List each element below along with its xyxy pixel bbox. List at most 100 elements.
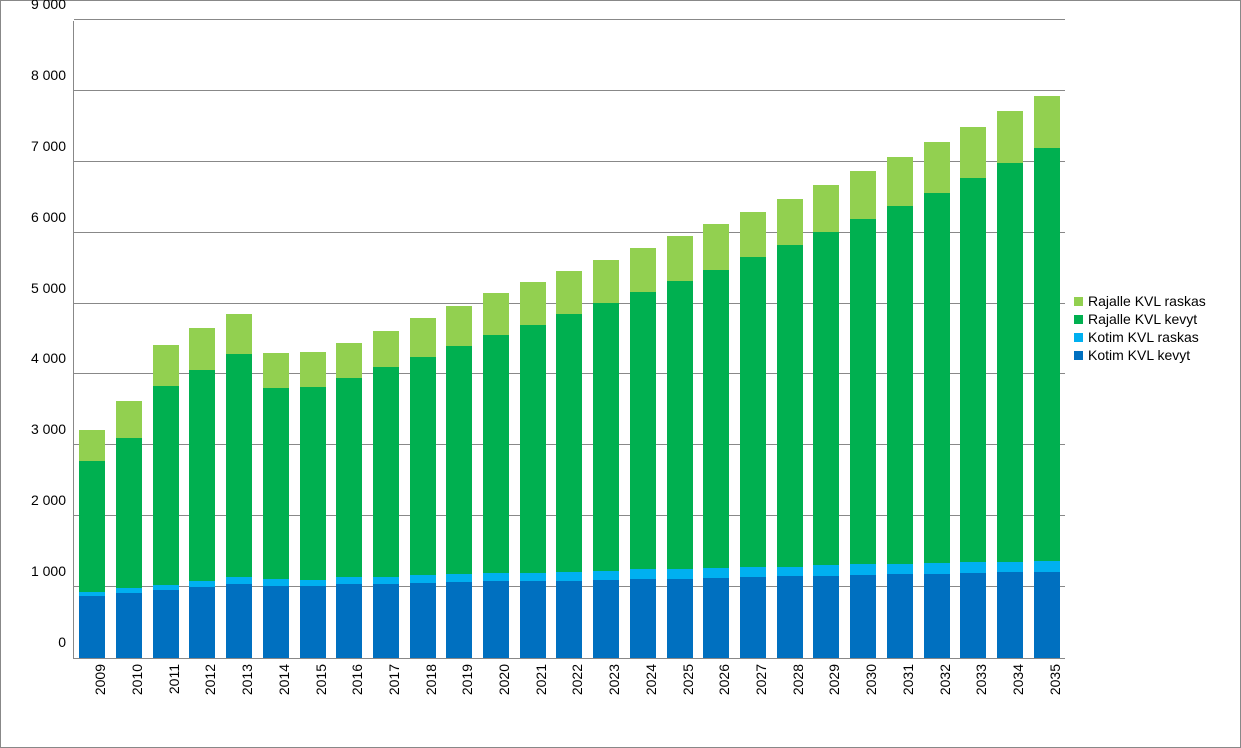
segment-rajalle_raskas <box>226 314 252 354</box>
segment-kotim_kevyt <box>153 590 179 658</box>
bar-2022: 2022 <box>556 271 582 658</box>
x-tick-label: 2031 <box>900 658 916 695</box>
segment-rajalle_raskas <box>336 343 362 378</box>
bar-2023: 2023 <box>593 260 619 658</box>
segment-rajalle_kevyt <box>336 378 362 576</box>
segment-kotim_raskas <box>226 577 252 584</box>
segment-rajalle_kevyt <box>189 370 215 581</box>
bar-2012: 2012 <box>189 328 215 658</box>
legend-swatch <box>1074 315 1083 324</box>
segment-rajalle_kevyt <box>373 367 399 576</box>
segment-kotim_kevyt <box>520 581 546 658</box>
segment-rajalle_kevyt <box>997 163 1023 562</box>
segment-kotim_raskas <box>813 565 839 576</box>
x-tick-label: 2011 <box>166 658 182 694</box>
bar-2032: 2032 <box>924 142 950 658</box>
y-tick-label: 3 000 <box>31 421 66 437</box>
segment-rajalle_kevyt <box>960 178 986 562</box>
x-tick-label: 2024 <box>643 658 659 695</box>
segment-kotim_raskas <box>703 568 729 578</box>
x-tick-label: 2030 <box>863 658 879 695</box>
segment-kotim_raskas <box>483 573 509 582</box>
y-tick-label: 2 000 <box>31 492 66 508</box>
y-tick-label: 9 000 <box>31 0 66 12</box>
segment-kotim_kevyt <box>924 574 950 658</box>
segment-rajalle_kevyt <box>79 461 105 592</box>
bar-2034: 2034 <box>997 111 1023 658</box>
segment-rajalle_raskas <box>630 248 656 292</box>
segment-kotim_kevyt <box>887 574 913 658</box>
gridline <box>74 19 1065 20</box>
x-tick-label: 2022 <box>569 658 585 695</box>
bar-2025: 2025 <box>667 236 693 658</box>
segment-rajalle_kevyt <box>813 232 839 565</box>
y-tick-label: 5 000 <box>31 280 66 296</box>
segment-kotim_raskas <box>887 564 913 575</box>
segment-rajalle_kevyt <box>777 245 803 566</box>
segment-rajalle_kevyt <box>556 314 582 572</box>
x-tick-label: 2033 <box>973 658 989 695</box>
x-tick-label: 2017 <box>386 658 402 695</box>
bar-2030: 2030 <box>850 171 876 658</box>
segment-rajalle_kevyt <box>887 206 913 563</box>
segment-rajalle_raskas <box>556 271 582 314</box>
x-tick-label: 2018 <box>423 658 439 695</box>
segment-kotim_kevyt <box>483 581 509 658</box>
legend-label: Kotim KVL kevyt <box>1088 347 1190 363</box>
x-tick-label: 2035 <box>1047 658 1063 695</box>
segment-rajalle_raskas <box>189 328 215 369</box>
x-tick-label: 2025 <box>680 658 696 695</box>
bar-2033: 2033 <box>960 127 986 658</box>
segment-rajalle_kevyt <box>667 281 693 569</box>
segment-kotim_raskas <box>373 577 399 584</box>
bars-container: 2009201020112012201320142015201620172018… <box>74 21 1065 658</box>
segment-kotim_raskas <box>924 563 950 574</box>
segment-kotim_raskas <box>667 569 693 579</box>
segment-rajalle_raskas <box>850 171 876 219</box>
segment-rajalle_kevyt <box>850 219 876 564</box>
segment-rajalle_kevyt <box>593 303 619 571</box>
segment-kotim_kevyt <box>813 576 839 658</box>
segment-rajalle_raskas <box>153 345 179 386</box>
bar-2015: 2015 <box>300 352 326 658</box>
segment-rajalle_raskas <box>300 352 326 387</box>
bar-2019: 2019 <box>446 306 472 658</box>
y-tick-label: 8 000 <box>31 67 66 83</box>
legend-swatch <box>1074 297 1083 306</box>
segment-rajalle_kevyt <box>483 335 509 573</box>
x-tick-label: 2013 <box>239 658 255 695</box>
segment-rajalle_raskas <box>740 212 766 257</box>
segment-kotim_kevyt <box>189 587 215 658</box>
x-tick-label: 2010 <box>129 658 145 695</box>
bar-2029: 2029 <box>813 185 839 658</box>
bar-2016: 2016 <box>336 343 362 658</box>
bar-2010: 2010 <box>116 401 142 658</box>
segment-kotim_kevyt <box>960 573 986 658</box>
segment-kotim_raskas <box>1034 561 1060 572</box>
segment-rajalle_raskas <box>924 142 950 193</box>
x-tick-label: 2027 <box>753 658 769 695</box>
segment-kotim_raskas <box>593 571 619 580</box>
x-tick-label: 2023 <box>606 658 622 695</box>
segment-rajalle_raskas <box>667 236 693 281</box>
x-tick-label: 2026 <box>716 658 732 695</box>
segment-rajalle_raskas <box>813 185 839 232</box>
segment-kotim_raskas <box>336 577 362 584</box>
bar-2028: 2028 <box>777 199 803 658</box>
segment-rajalle_raskas <box>520 282 546 325</box>
segment-kotim_kevyt <box>116 593 142 658</box>
x-tick-label: 2019 <box>459 658 475 695</box>
segment-rajalle_kevyt <box>1034 148 1060 561</box>
bar-2024: 2024 <box>630 248 656 658</box>
segment-kotim_raskas <box>556 572 582 581</box>
segment-kotim_kevyt <box>593 580 619 658</box>
legend-swatch <box>1074 351 1083 360</box>
x-tick-label: 2034 <box>1010 658 1026 695</box>
segment-kotim_kevyt <box>740 577 766 658</box>
segment-rajalle_raskas <box>960 127 986 178</box>
x-tick-label: 2021 <box>533 658 549 695</box>
segment-kotim_kevyt <box>79 596 105 658</box>
segment-kotim_raskas <box>740 567 766 577</box>
x-tick-label: 2028 <box>790 658 806 695</box>
segment-rajalle_raskas <box>997 111 1023 162</box>
